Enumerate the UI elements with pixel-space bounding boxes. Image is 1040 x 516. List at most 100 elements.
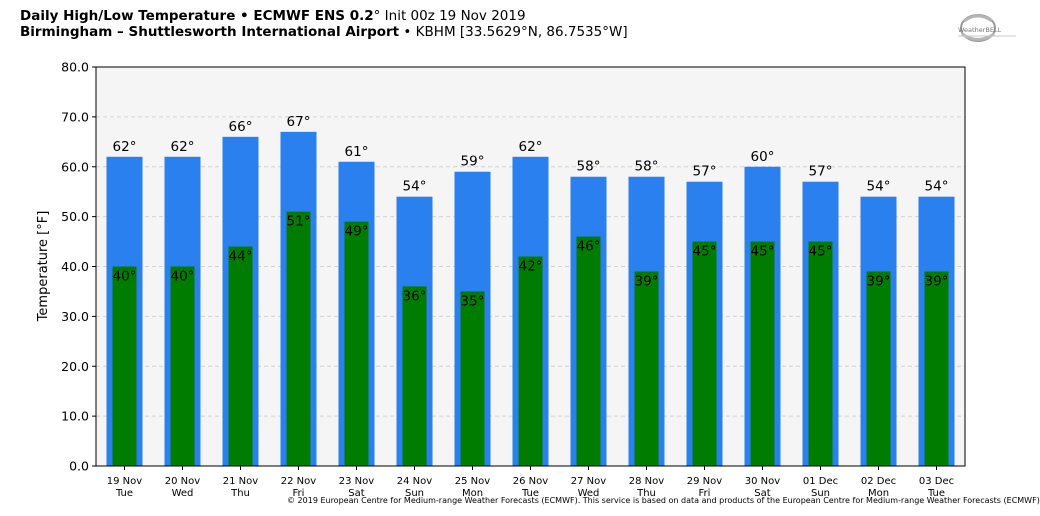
x-tick-date: 03 Dec [919,476,954,487]
x-tick-weekday: Fri [699,488,711,499]
low-bar [228,246,253,466]
low-bar [402,286,427,466]
x-tick-date: 20 Nov [165,476,201,487]
high-value-label: 54° [925,179,949,195]
x-tick-date: 21 Nov [223,476,259,487]
x-tick-weekday: Thu [636,488,656,499]
y-axis: 0.0 10.0 20.0 30.0 40.0 50.0 60.0 70.0 80.0 [61,60,96,474]
x-tick-date: 22 Nov [281,476,317,487]
high-value-label: 57° [809,164,833,180]
x-tick-weekday: Sat [754,488,770,499]
x-tick-weekday: Tue [927,488,945,499]
low-bars [112,211,949,466]
weatherbell-logo: WeatherBELL [958,14,1016,42]
x-tick-weekday: Sun [811,488,830,499]
x-tick-date: 19 Nov [107,476,143,487]
low-bar [866,271,891,466]
y-tick-label: 80.0 [61,60,89,75]
high-value-label: 61° [345,144,369,160]
high-value-label: 54° [867,179,891,195]
x-tick-weekday: Tue [521,488,539,499]
high-value-label: 60° [751,149,775,165]
high-value-label: 62° [113,139,137,155]
x-tick-weekday: Fri [293,488,305,499]
high-value-label: 58° [577,159,601,175]
low-value-label: 40° [113,269,137,285]
x-tick-weekday: Wed [172,488,194,499]
low-bar [576,236,601,466]
y-tick-label: 20.0 [61,359,89,374]
title-line-1: Daily High/Low Temperature • ECMWF ENS 0… [20,8,628,24]
low-value-label: 36° [403,288,427,304]
low-value-label: 39° [867,273,891,289]
low-value-label: 45° [751,244,775,260]
chart-title: Daily High/Low Temperature • ECMWF ENS 0… [20,8,628,40]
y-axis-label: Temperature [°F] [36,211,51,323]
low-bar [344,221,369,466]
data-labels: 62° 40° 62° 40° 66° 44° 67° 51° 61° 49° 54° 36° 59° 3… [113,114,949,310]
y-tick-label: 70.0 [61,109,89,124]
x-tick-date: 27 Nov [571,476,607,487]
low-value-label: 39° [635,273,659,289]
low-value-label: 35° [461,293,485,309]
low-bar [750,241,775,466]
x-tick-weekday: Wed [578,488,600,499]
low-bar [634,271,659,466]
x-tick-date: 01 Dec [803,476,838,487]
title-location: Birmingham – Shuttlesworth International… [20,24,400,40]
x-tick-date: 30 Nov [745,476,781,487]
x-tick-weekday: Thu [230,488,250,499]
title-main: Daily High/Low Temperature • ECMWF ENS 0… [20,8,374,24]
y-tick-label: 0.0 [69,459,89,474]
y-tick-label: 30.0 [61,309,89,324]
title-line-2: Birmingham – Shuttlesworth International… [20,24,628,40]
low-bar [170,266,195,466]
y-tick-label: 40.0 [61,259,89,274]
low-value-label: 42° [519,259,543,275]
high-value-label: 62° [519,139,543,155]
y-tick-label: 60.0 [61,159,89,174]
y-tick-label: 50.0 [61,209,89,224]
high-value-label: 59° [461,154,485,170]
x-tick-date: 25 Nov [455,476,491,487]
low-value-label: 44° [229,249,253,265]
x-tick-date: 29 Nov [687,476,723,487]
low-bar [808,241,833,466]
title-degree: ° [373,8,381,24]
high-value-label: 62° [171,139,195,155]
low-value-label: 45° [693,244,717,260]
low-bar [460,291,485,466]
x-tick-weekday: Mon [868,488,889,499]
x-tick-weekday: Mon [462,488,483,499]
low-value-label: 45° [809,244,833,260]
x-tick-date: 26 Nov [513,476,549,487]
high-value-label: 66° [229,119,253,135]
logo-text: WeatherBELL [958,26,1002,34]
x-tick-weekday: Sat [348,488,364,499]
y-tick-label: 10.0 [61,409,89,424]
x-tick-date: 28 Nov [629,476,665,487]
x-tick-date: 24 Nov [397,476,433,487]
x-tick-date: 02 Dec [861,476,896,487]
low-value-label: 46° [577,239,601,255]
x-tick-date: 23 Nov [339,476,375,487]
high-value-label: 67° [287,114,311,130]
low-bar [518,256,543,466]
low-value-label: 39° [925,273,949,289]
x-tick-weekday: Tue [115,488,133,499]
x-tick-weekday: Sun [405,488,424,499]
high-value-label: 54° [403,179,427,195]
copyright-notice: © 2019 European Centre for Medium-range … [287,496,1040,505]
title-station: • KBHM [33.5629°N, 86.7535°W] [399,24,628,40]
low-value-label: 49° [345,224,369,240]
low-bar [692,241,717,466]
title-init: Init 00z 19 Nov 2019 [380,8,526,24]
low-value-label: 51° [287,214,311,230]
high-value-label: 58° [635,159,659,175]
low-bar [112,266,137,466]
low-bar [924,271,949,466]
low-value-label: 40° [171,269,195,285]
low-bar [286,211,311,466]
